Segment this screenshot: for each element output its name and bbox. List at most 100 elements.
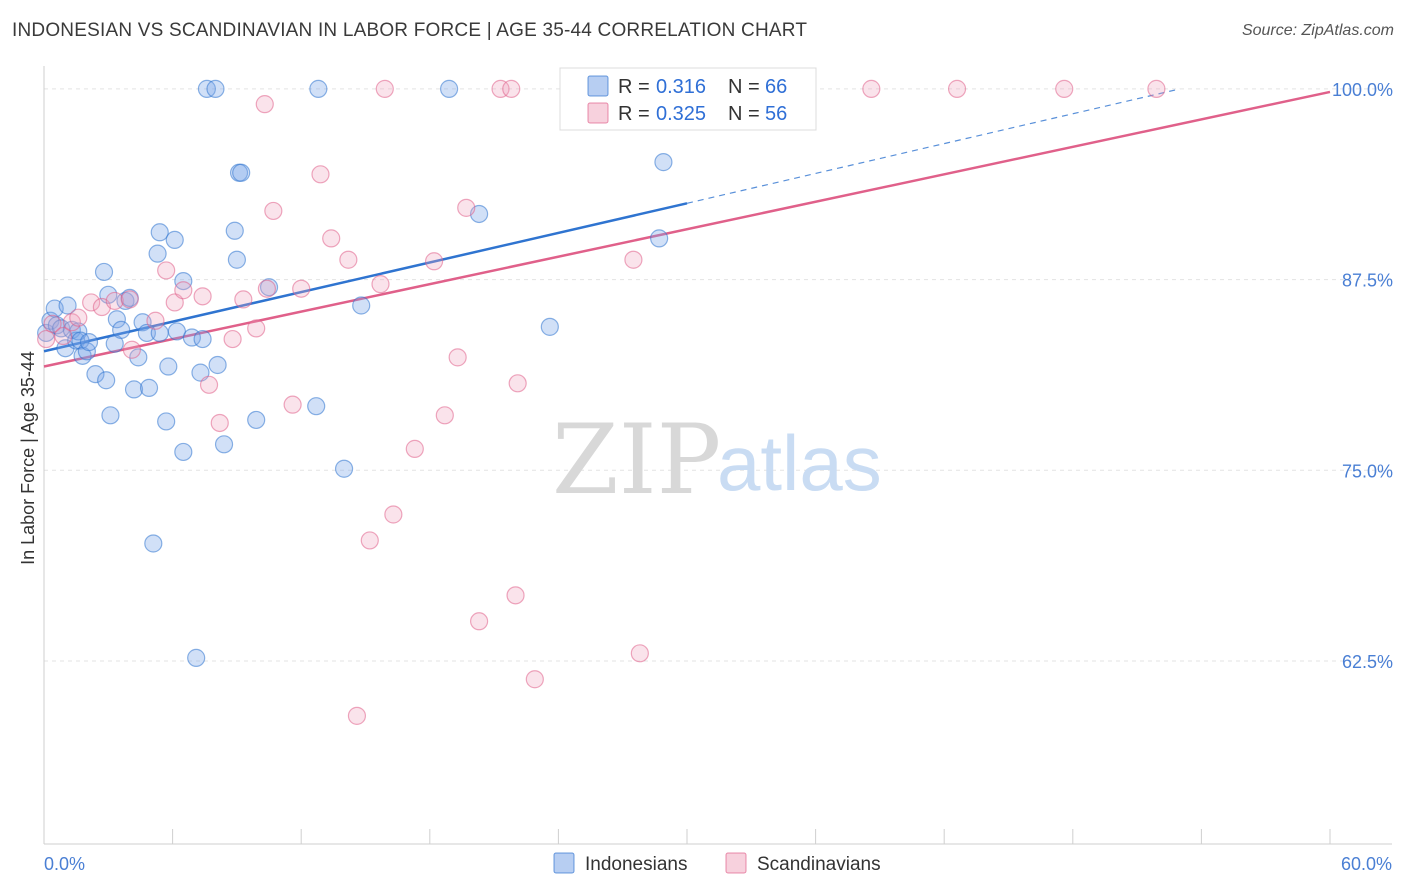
indonesian-point-60	[650, 229, 669, 248]
grid-lines	[44, 88, 1392, 662]
legend-swatch-indonesians	[587, 75, 609, 97]
scandinavian-point-15	[199, 375, 219, 394]
bottom-legend-swatch-indonesians	[553, 852, 575, 874]
y-tick-label-3: 100.0%	[1332, 80, 1393, 100]
scandinavian-point-18	[234, 290, 253, 309]
watermark: ZIP atlas	[552, 404, 882, 516]
scandinavian-point-1	[43, 314, 62, 333]
indonesian-point-42	[193, 329, 212, 349]
indonesian-point-18	[101, 406, 120, 425]
scandinavian-point-35	[435, 406, 454, 425]
indonesian-point-28	[139, 378, 159, 397]
scandinavian-point-19	[247, 319, 266, 338]
indonesian-point-40	[187, 648, 206, 667]
indonesian-point-15	[94, 262, 114, 282]
scandinavian-point-8	[120, 290, 139, 309]
indonesian-point-53	[307, 397, 326, 416]
scandinavian-point-28	[347, 706, 367, 725]
indonesian-point-37	[174, 442, 193, 462]
x-tick-labels: 0.0% 60.0%	[44, 854, 1392, 874]
watermark-zip: ZIP	[552, 404, 721, 516]
source-label: Source: ZipAtlas.com	[1241, 22, 1394, 39]
indonesian-point-38	[174, 271, 193, 291]
legend-swatch-scandinavians	[587, 102, 609, 124]
scandinavian-point-11	[157, 261, 176, 280]
scandinavian-point-4	[69, 308, 88, 327]
legend-n-label-1: N =	[728, 103, 760, 125]
indonesian-point-59	[540, 317, 559, 336]
indonesian-point-30	[148, 244, 167, 263]
scandinavian-point-31	[375, 79, 394, 98]
legend-n-label-0: N =	[728, 76, 760, 98]
scandinavian-point-34	[424, 252, 444, 271]
indonesian-point-45	[208, 355, 227, 375]
y-axis-label: In Labor Force | Age 35-44	[18, 351, 38, 565]
scandinavian-point-22	[264, 201, 283, 221]
indonesian-point-21	[112, 320, 131, 340]
bottom-legend-swatch-scandinavians	[725, 852, 747, 874]
scandinavian-point-21	[257, 279, 277, 298]
y-tick-label-1: 75.0%	[1342, 461, 1393, 481]
scandinavian-point-42	[508, 374, 527, 393]
y-tick-labels: 62.5% 75.0% 87.5% 100.0%	[1332, 80, 1393, 672]
scandinavian-point-26	[322, 229, 341, 248]
indonesian-point-46	[214, 435, 234, 454]
scandinavian-point-25	[311, 165, 330, 184]
indonesian-point-44	[206, 79, 225, 98]
scandinavian-point-41	[506, 586, 525, 605]
indonesian-point-29	[144, 534, 163, 553]
scandinavian-point-50	[862, 79, 881, 98]
indonesian-point-16	[97, 371, 116, 390]
y-tick-label-0: 62.5%	[1342, 652, 1393, 672]
scandinavian-point-7	[105, 291, 124, 311]
scandinavian-point-16	[210, 413, 229, 433]
indonesian-point-34	[159, 357, 178, 376]
scandinavian-point-33	[405, 439, 424, 458]
legend-r-value-0: 0.316	[656, 76, 706, 98]
legend-n-value-0: 66	[765, 76, 787, 98]
scandinavian-point-9	[122, 340, 141, 359]
indonesian-point-32	[150, 223, 169, 242]
scandinavian-point-36	[448, 348, 467, 367]
scandinavian-point-17	[223, 329, 242, 349]
bottom-legend-label-indonesians: Indonesians	[585, 854, 687, 875]
y-tick-label-2: 87.5%	[1342, 271, 1393, 291]
scandinavian-point-30	[371, 275, 390, 294]
scandinavian-point-51	[947, 79, 967, 98]
indonesian-point-48	[227, 250, 246, 269]
indonesian-point-14	[86, 365, 105, 384]
scandinavian-point-5	[82, 293, 101, 312]
scandinavian-point-53	[1147, 79, 1166, 98]
scandinavian-point-32	[384, 505, 403, 524]
indonesian-point-47	[225, 221, 244, 240]
series-legend: Indonesians Scandinavians	[553, 852, 881, 875]
indonesian-point-24	[124, 380, 144, 399]
correlation-legend: R = 0.316 N = 66 R = 0.325 N = 56	[559, 67, 817, 131]
scandinavian-point-46	[624, 250, 643, 269]
x-tick-label-1: 60.0%	[1341, 854, 1392, 874]
indonesian-point-20	[107, 310, 126, 329]
indonesian-point-54	[309, 79, 328, 98]
scandinavian-point-52	[1055, 79, 1074, 98]
indonesian-point-25	[129, 348, 148, 367]
bottom-legend-label-scandinavians: Scandinavians	[757, 854, 881, 875]
indonesian-point-33	[157, 412, 176, 431]
scandinavian-point-24	[292, 279, 311, 298]
scandinavian-point-37	[457, 198, 476, 217]
x-tick-label-0: 0.0%	[44, 854, 85, 874]
watermark-atlas: atlas	[717, 419, 882, 507]
indonesian-point-35	[165, 230, 184, 250]
indonesian-trend-line	[43, 202, 688, 353]
indonesian-point-6	[58, 296, 77, 315]
scandinavian-point-23	[283, 395, 302, 414]
indonesian-point-57	[439, 79, 459, 98]
scandinavian-point-40	[502, 79, 521, 98]
scandinavian-point-43	[525, 670, 544, 689]
legend-n-value-1: 56	[765, 103, 787, 125]
indonesian-point-55	[334, 459, 354, 478]
chart-title: INDONESIAN VS SCANDINAVIAN IN LABOR FORC…	[12, 20, 808, 41]
indonesian-point-56	[352, 296, 371, 315]
legend-r-label-1: R =	[618, 103, 650, 125]
scandinavian-point-47	[630, 644, 649, 663]
